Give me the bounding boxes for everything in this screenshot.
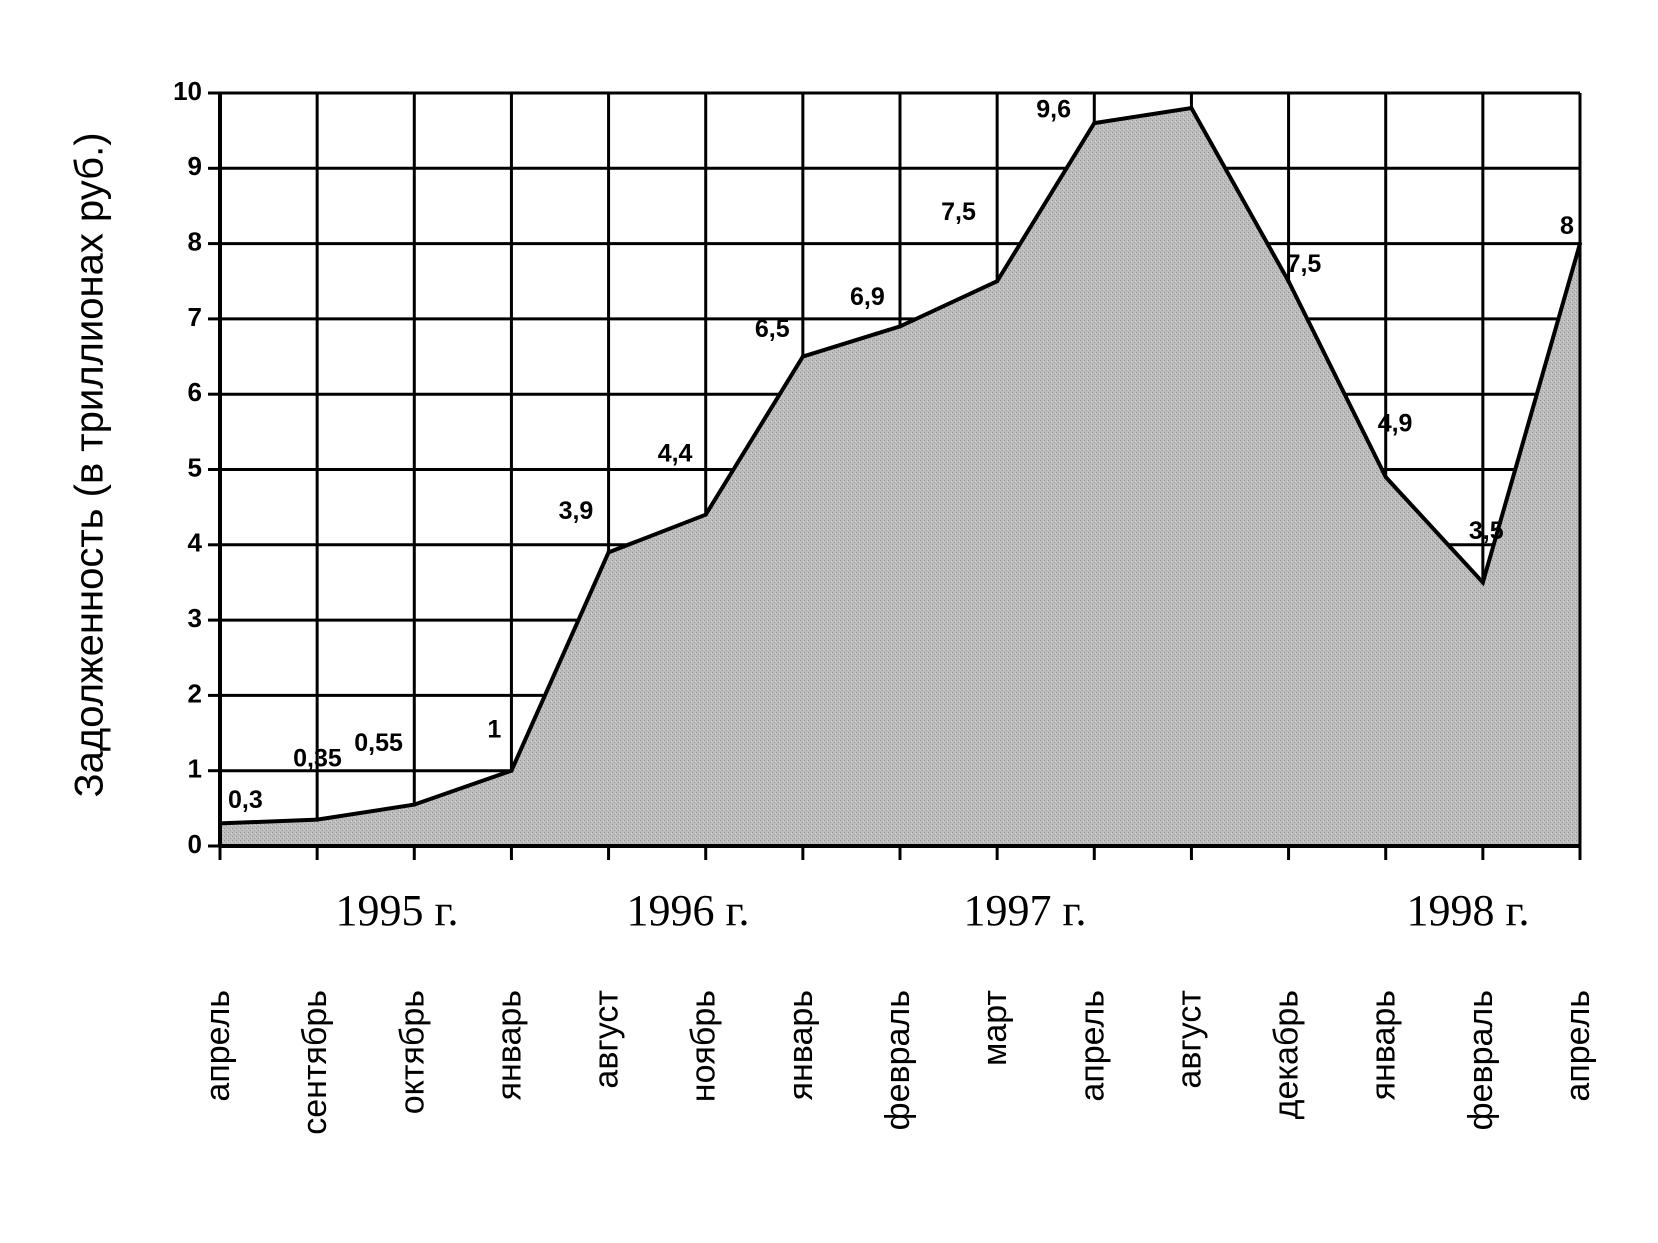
data-label: 0,55 bbox=[354, 729, 403, 757]
y-tick-label: 2 bbox=[188, 678, 202, 708]
data-label: 4,4 bbox=[658, 439, 693, 467]
data-point bbox=[1383, 475, 1388, 480]
data-label: 3,9 bbox=[559, 497, 594, 525]
x-category-label: август bbox=[588, 990, 626, 1089]
area-layer bbox=[218, 105, 1582, 846]
x-category-label: февраль bbox=[879, 990, 917, 1130]
x-category-label: апрель bbox=[1559, 990, 1597, 1102]
x-category-label: январь bbox=[1365, 990, 1403, 1100]
x-category-label: ноябрь bbox=[685, 990, 723, 1102]
data-label: 1 bbox=[487, 715, 501, 743]
data-point bbox=[995, 279, 1000, 284]
y-tick-label: 10 bbox=[173, 76, 202, 106]
data-label: 0,35 bbox=[293, 744, 342, 772]
year-label: 1998 г. bbox=[1406, 886, 1529, 935]
data-point bbox=[703, 512, 708, 517]
y-tick-label: 1 bbox=[188, 754, 202, 784]
data-point bbox=[1480, 580, 1485, 585]
data-label: 4,9 bbox=[1378, 410, 1413, 438]
data-label: 9,6 bbox=[1036, 96, 1071, 124]
data-label: 6,9 bbox=[850, 283, 885, 311]
y-tick-label: 5 bbox=[188, 452, 202, 482]
y-tick-label: 0 bbox=[188, 829, 202, 859]
x-category-label: декабрь bbox=[1268, 990, 1306, 1119]
data-label: 8 bbox=[1560, 212, 1574, 240]
data-label: 7,5 bbox=[941, 198, 976, 226]
y-tick-label: 6 bbox=[188, 377, 202, 407]
data-point bbox=[1286, 279, 1291, 284]
data-point bbox=[1092, 121, 1097, 126]
y-tick-label: 8 bbox=[188, 226, 202, 256]
data-point bbox=[898, 324, 902, 329]
data-label: 6,5 bbox=[755, 315, 790, 343]
x-category-label: январь bbox=[490, 990, 528, 1100]
x-category-label: март bbox=[976, 990, 1014, 1066]
x-category-label: сентябрь bbox=[296, 990, 334, 1135]
y-tick-label: 4 bbox=[188, 528, 203, 558]
data-point bbox=[1189, 106, 1194, 111]
data-point bbox=[509, 768, 514, 773]
year-label: 1996 г. bbox=[626, 886, 749, 935]
y-axis-title: Задолженность (в триллионах руб.) bbox=[68, 132, 112, 797]
data-point bbox=[606, 550, 611, 555]
data-point bbox=[315, 817, 320, 822]
y-tick-label: 7 bbox=[188, 302, 202, 332]
x-category-label: январь bbox=[782, 990, 820, 1100]
axis-layer bbox=[208, 91, 1582, 860]
year-label: 1997 г. bbox=[963, 886, 1086, 935]
data-label: 3,5 bbox=[1469, 517, 1504, 545]
x-category-label: август bbox=[1170, 990, 1208, 1089]
x-category-label: апрель bbox=[1073, 990, 1111, 1102]
data-point bbox=[800, 354, 805, 359]
x-category-label: февраль bbox=[1462, 990, 1500, 1130]
y-tick-label: 9 bbox=[188, 151, 202, 181]
data-label: 0,3 bbox=[228, 786, 263, 814]
label-layer: 0 1 2 3 4 5 6 7 8 9 10 0,3 0,35 0,55 1 3,9 4,4 6,5 6,9 7,5 9… bbox=[173, 76, 1597, 1135]
data-label: 7,5 bbox=[1287, 250, 1322, 278]
data-point bbox=[412, 802, 417, 807]
y-tick-label: 3 bbox=[188, 603, 202, 633]
year-label: 1995 г. bbox=[335, 886, 458, 935]
x-category-label: апрель bbox=[199, 990, 237, 1102]
x-category-label: октябрь bbox=[393, 990, 431, 1114]
